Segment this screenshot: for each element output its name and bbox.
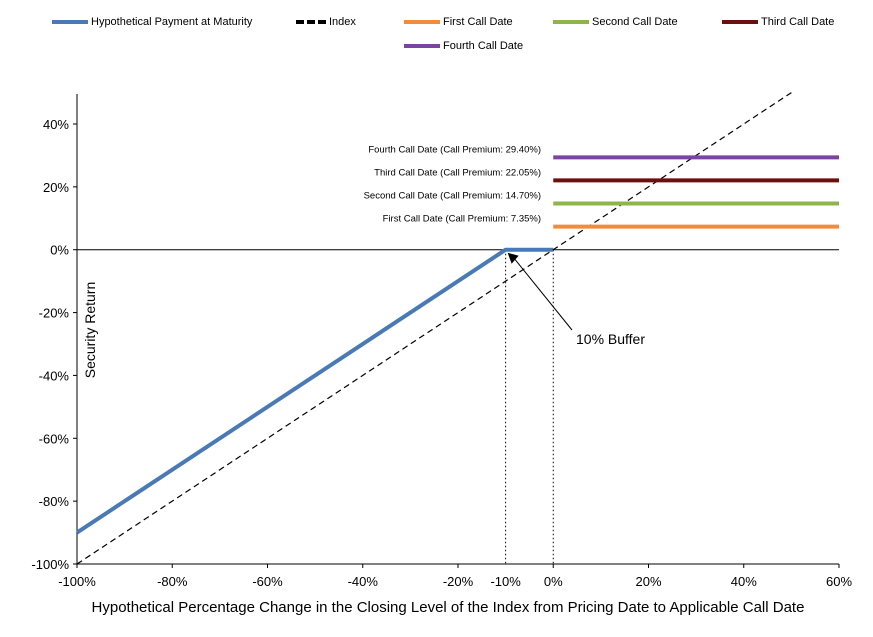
x-tick-label: 0% xyxy=(544,574,563,589)
legend-swatch-second-call xyxy=(553,20,589,24)
legend-label-index: Index xyxy=(329,16,356,28)
y-tick-label: -60% xyxy=(39,431,70,446)
legend-swatch-third-call xyxy=(722,20,758,24)
legend-label-first-call: First Call Date xyxy=(443,16,513,28)
legend-item-first-call: First Call Date xyxy=(404,16,513,28)
y-tick-label: 40% xyxy=(43,117,69,132)
legend-label-second-call: Second Call Date xyxy=(592,16,678,28)
x-tick-label: 20% xyxy=(635,574,661,589)
y-tick-label: -100% xyxy=(31,557,69,572)
x-tick-label: 40% xyxy=(731,574,757,589)
legend-label-third-call: Third Call Date xyxy=(761,16,835,28)
series-payment-line xyxy=(75,247,554,535)
buffer-annotation: 10% Buffer xyxy=(576,331,645,347)
y-tick-label: 20% xyxy=(43,180,69,195)
call-premium-label: Third Call Date (Call Premium: 22.05%) xyxy=(374,167,541,178)
x-tick-label: -80% xyxy=(157,574,188,589)
legend-item-second-call: Second Call Date xyxy=(553,16,678,28)
y-tick-label: -40% xyxy=(39,368,70,383)
legend-swatch-payment xyxy=(52,20,88,24)
call-premium-label: Second Call Date (Call Premium: 14.70%) xyxy=(364,191,541,202)
x-tick-label: 60% xyxy=(826,574,852,589)
legend-swatch-index xyxy=(296,20,326,24)
legend-item-fourth-call: Fourth Call Date xyxy=(404,40,523,52)
y-tick-label: -80% xyxy=(39,494,70,509)
legend-item-payment: Hypothetical Payment at Maturity xyxy=(52,16,252,28)
x-tick-label: -40% xyxy=(348,574,379,589)
call-premium-label: First Call Date (Call Premium: 7.35%) xyxy=(383,214,541,225)
series-index-line xyxy=(76,92,792,565)
buffer-arrow-line xyxy=(513,257,573,331)
y-tick-label: 0% xyxy=(50,243,69,258)
x-tick-label: -100% xyxy=(58,574,96,589)
legend-item-third-call: Third Call Date xyxy=(722,16,834,28)
legend-label-fourth-call: Fourth Call Date xyxy=(443,40,524,52)
call-premium-label: Fourth Call Date (Call Premium: 29.40%) xyxy=(368,144,541,155)
legend-item-index: Index xyxy=(296,16,356,28)
buffer-arrow-head xyxy=(507,252,519,264)
y-axis-label: Security Return xyxy=(82,282,98,378)
legend-swatch-first-call xyxy=(404,20,440,24)
legend-swatch-fourth-call xyxy=(404,44,440,48)
x-tick-label: -20% xyxy=(443,574,474,589)
x-tick-label: -60% xyxy=(252,574,283,589)
y-tick-label: -20% xyxy=(39,306,70,321)
legend-label-payment: Hypothetical Payment at Maturity xyxy=(91,16,253,28)
x-axis-label: Hypothetical Percentage Change in the Cl… xyxy=(92,599,805,616)
x-tick-label-buffer: -10% xyxy=(490,574,521,589)
